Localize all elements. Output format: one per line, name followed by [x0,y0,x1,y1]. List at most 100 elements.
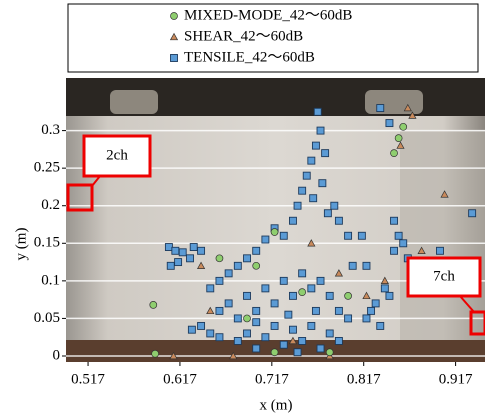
point [363,315,370,322]
point [391,247,398,254]
point [317,127,324,134]
point [335,337,342,344]
point [280,277,287,284]
point [308,157,315,164]
point [345,315,352,322]
point [244,255,251,262]
point [303,172,310,179]
point [271,322,278,329]
x-tick-label: 0.517 [71,371,105,387]
point [319,180,326,187]
point [386,120,393,127]
chart: 2ch 7ch MIXED-MODE_42～60dBSHEAR_42～60dBT… [0,0,485,416]
point [308,285,315,292]
point [322,150,329,157]
point [179,249,186,256]
y-tick-label: 0.3 [41,122,60,138]
point [289,292,296,299]
point [395,232,402,239]
point [314,108,321,115]
point [198,322,205,329]
point [372,300,379,307]
x-tick-label: 0.917 [439,371,473,387]
point [400,123,407,130]
point [234,315,241,322]
legend-marker [171,55,178,62]
point [175,259,182,266]
x-axis-label: x (m) [260,397,293,413]
point [280,232,287,239]
point [358,232,365,239]
x-tick-label: 0.817 [347,371,381,387]
point [167,262,174,269]
legend-label: MIXED-MODE_42～60dB [184,7,352,23]
point [326,349,333,356]
x-tick-label: 0.717 [255,371,289,387]
point [326,330,333,337]
point [225,300,232,307]
point [271,300,278,307]
point [299,270,306,277]
point [377,105,384,112]
point [152,350,159,357]
point [310,195,317,202]
point [216,277,223,284]
x-tick-label: 0.617 [163,371,197,387]
point [207,285,214,292]
point [289,217,296,224]
point [216,334,223,341]
point [345,292,352,299]
point [198,247,205,254]
point [368,307,375,314]
point [225,270,232,277]
point [335,307,342,314]
point [253,319,260,326]
annotation: 2ch [106,147,128,163]
y-tick-label: 0.15 [34,235,60,251]
point [308,322,315,329]
point [253,345,260,352]
point [188,326,195,333]
point [244,292,251,299]
point [289,326,296,333]
point [172,247,179,254]
y-tick-label: 0.05 [34,310,60,326]
point [262,334,269,341]
point [312,142,319,149]
point [381,285,388,292]
legend-label: TENSILE_42～60dB [184,49,315,65]
point [271,229,278,236]
point [391,150,398,157]
point [165,244,172,251]
point [299,289,306,296]
point [312,307,319,314]
point [349,262,356,269]
y-tick-label: 0.2 [41,197,60,213]
y-tick-label: 0 [53,347,61,363]
point [331,202,338,209]
point [187,255,194,262]
point [469,210,476,217]
point [244,330,251,337]
point [391,217,398,224]
point [244,315,251,322]
point [395,135,402,142]
point [400,240,407,247]
point [253,307,260,314]
point [190,244,197,251]
point [326,292,333,299]
point [294,349,301,356]
point [363,262,370,269]
point [345,232,352,239]
point [335,217,342,224]
point [253,262,260,269]
point [377,322,384,329]
point [150,301,157,308]
point [317,345,324,352]
point [216,255,223,262]
point [280,341,287,348]
point [294,202,301,209]
point [271,349,278,356]
point [253,247,260,254]
point [324,210,331,217]
